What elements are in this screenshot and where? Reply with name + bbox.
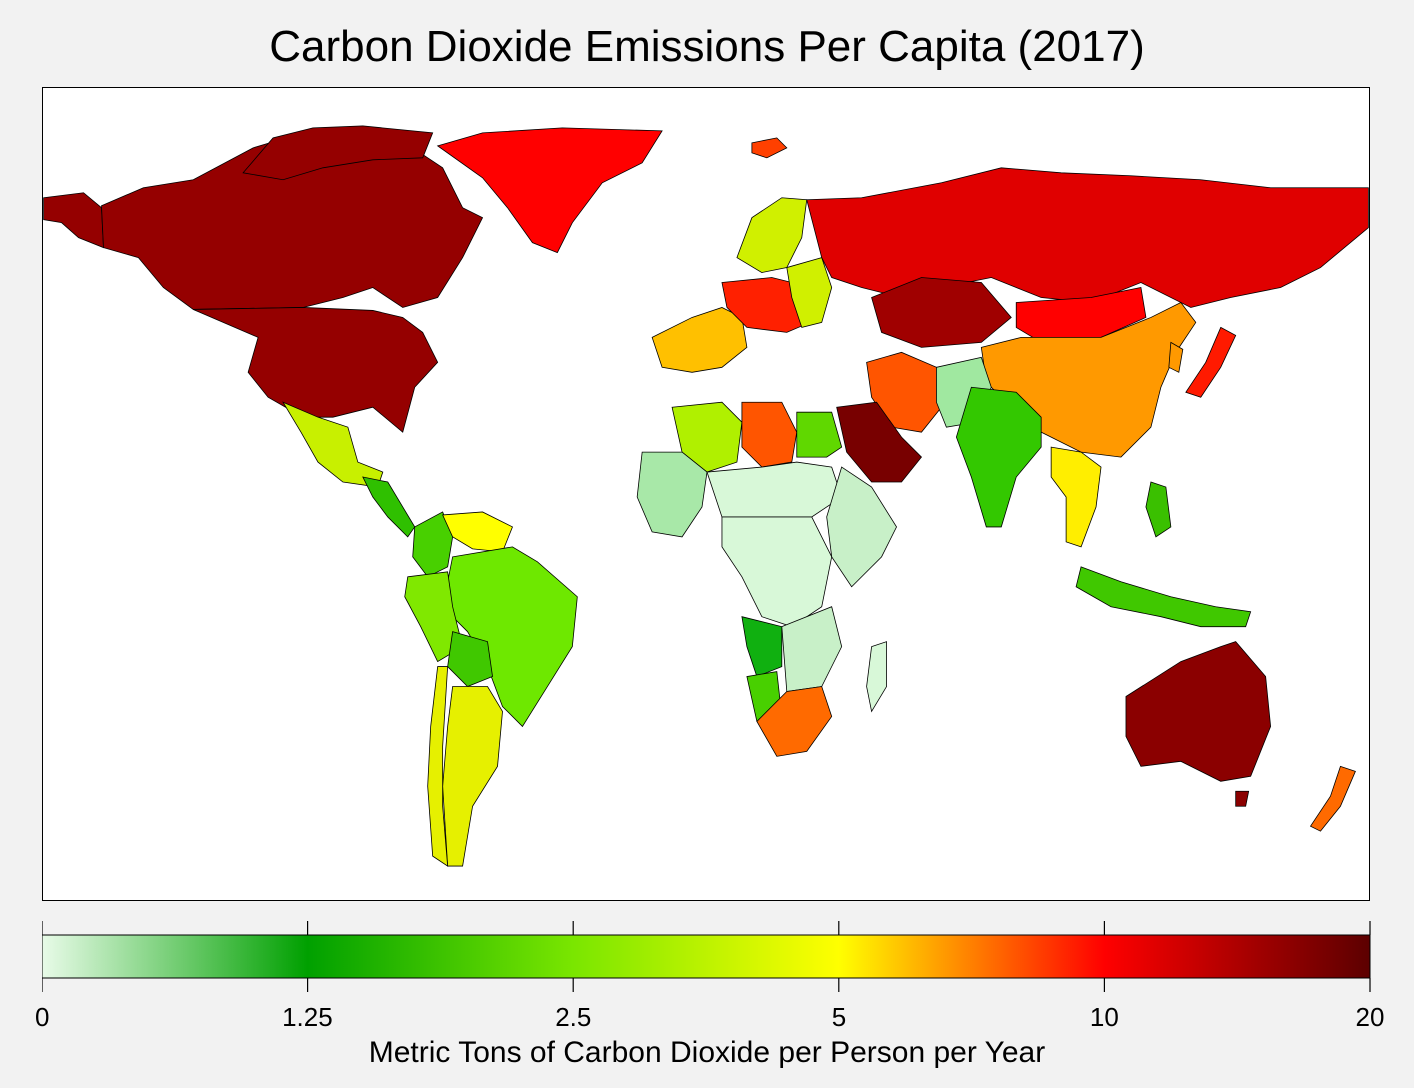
colorbar-tick-label: 1.25 xyxy=(282,1002,333,1032)
region-colombia xyxy=(412,511,454,578)
region-arctic-islands xyxy=(242,125,434,181)
region-russia xyxy=(806,167,1369,308)
colorbar-tick-label: 10 xyxy=(1089,1002,1119,1032)
region-tasmania xyxy=(1235,790,1250,807)
map-panel xyxy=(42,87,1370,901)
region-scandinavia xyxy=(736,197,808,273)
region-india xyxy=(955,386,1042,528)
region-chile xyxy=(427,666,449,867)
world-map xyxy=(43,125,1369,867)
region-australia xyxy=(1125,641,1272,782)
region-japan xyxy=(1185,326,1237,398)
region-argentina xyxy=(442,686,503,867)
region-south-africa xyxy=(756,686,833,757)
region-new-zealand xyxy=(1309,765,1356,832)
colorbar-tick-label: 2.5 xyxy=(555,1002,592,1032)
region-mexico xyxy=(282,401,384,488)
region-central-africa xyxy=(721,516,833,628)
region-angola xyxy=(741,616,783,678)
region-korea xyxy=(1168,341,1184,373)
region-alaska xyxy=(43,192,104,249)
region-philippines xyxy=(1145,481,1172,538)
colorbar-label: Metric Tons of Carbon Dioxide per Person… xyxy=(368,1036,1046,1069)
region-bolivia xyxy=(447,631,493,687)
region-libya xyxy=(741,401,798,468)
colorbar-tick-label: 0 xyxy=(35,1002,50,1032)
region-kazakhstan xyxy=(871,277,1012,348)
region-mongolia xyxy=(1015,287,1147,343)
colorbar-gradient xyxy=(42,934,1371,979)
colorbar xyxy=(42,921,1371,992)
region-east-africa xyxy=(826,466,897,588)
colorbar-tick-label: 5 xyxy=(831,1002,847,1032)
region-central-america xyxy=(362,476,416,538)
colorbar-tick-label: 20 xyxy=(1355,1002,1385,1032)
region-madagascar xyxy=(866,641,887,713)
region-sahel xyxy=(706,461,843,518)
map-title: Carbon Dioxide Emissions Per Capita (201… xyxy=(269,22,1145,71)
region-southeast-asia xyxy=(1050,446,1102,548)
region-greenland xyxy=(436,127,663,254)
region-united-states xyxy=(193,307,439,433)
region-brazil xyxy=(442,546,578,728)
region-west-africa xyxy=(636,451,708,538)
region-venezuela xyxy=(442,511,513,553)
region-iceland xyxy=(751,137,788,159)
region-egypt xyxy=(796,411,843,458)
region-western-europe xyxy=(651,307,748,373)
region-indonesia xyxy=(1075,566,1252,628)
region-southern-africa xyxy=(781,606,843,692)
region-saudi-arabia xyxy=(836,401,923,483)
